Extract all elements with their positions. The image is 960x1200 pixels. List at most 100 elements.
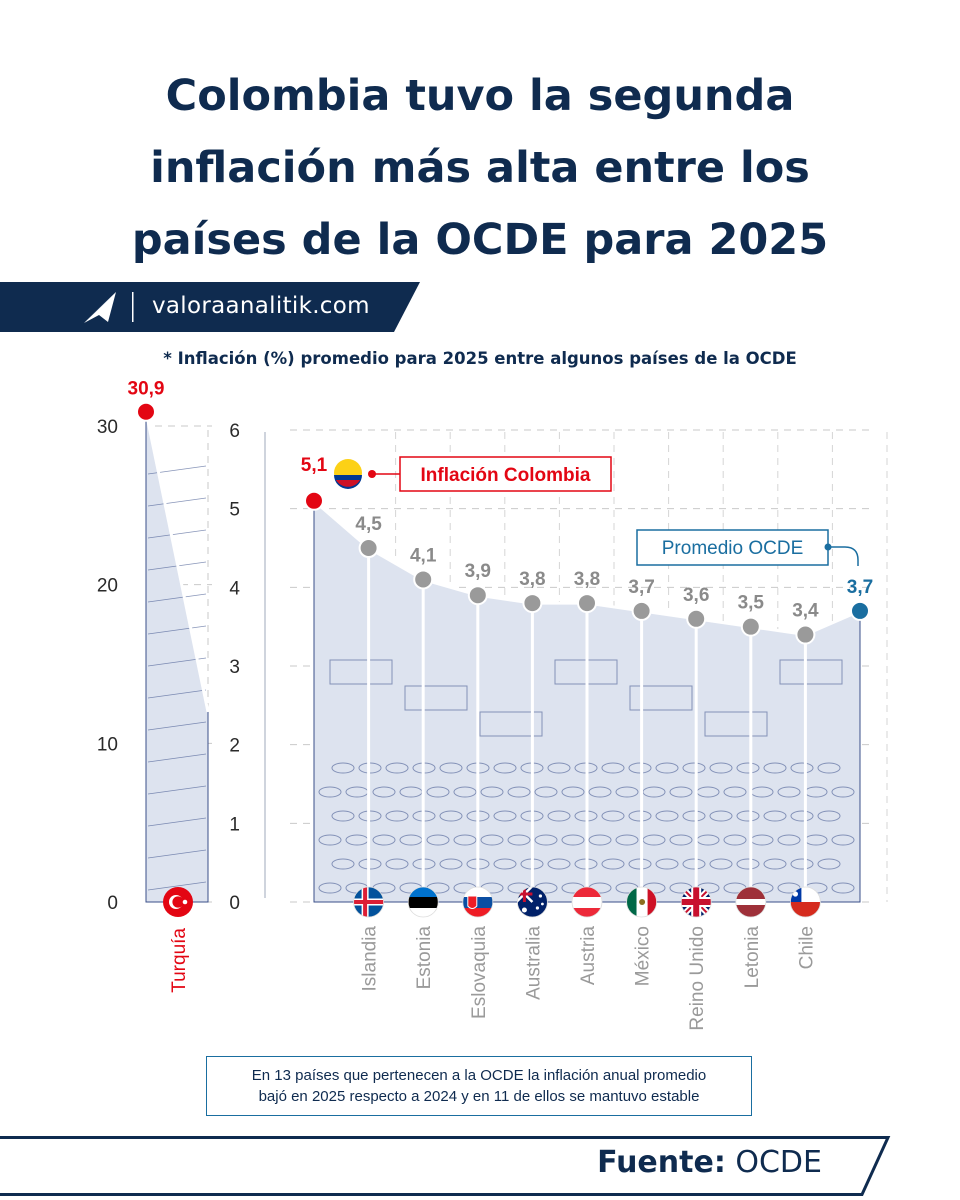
- coin-sketch: [439, 762, 463, 774]
- flag-stripe: [572, 908, 602, 917]
- left-series-line: [144, 411, 210, 713]
- main-data-label: 3,5: [738, 593, 765, 614]
- main-data-label: 3,9: [465, 561, 491, 582]
- main-x-category-label: Reino Unido: [687, 926, 708, 1031]
- coin-sketch: [561, 786, 585, 798]
- coin-sketch: [480, 834, 504, 846]
- main-x-category-label: Australia: [523, 926, 544, 1000]
- main-point: [467, 585, 488, 606]
- valora-paper-plane-icon: [84, 292, 116, 323]
- left-point: [136, 401, 156, 422]
- main-data-label: 3,7: [847, 577, 873, 598]
- flag-stripe: [626, 887, 637, 917]
- left-area-hatch: [147, 721, 207, 731]
- flag-star: [541, 902, 544, 906]
- flag-stripe: [408, 908, 439, 917]
- main-point: [850, 600, 870, 621]
- main-panel: 0 1 2 3 4 5 6 5,1 4,5 4,1 3,9 3,8 3,8 3,7 3,6 3,5 3,4 3,7…: [229, 421, 888, 1031]
- flag-cross: [681, 899, 712, 905]
- left-data-label: 30,9: [128, 379, 165, 400]
- coin-sketch: [601, 858, 625, 870]
- coin-sketch: [655, 762, 679, 774]
- coin-sketch: [831, 786, 855, 798]
- flag-cross: [353, 900, 384, 904]
- flag-emblem: [467, 895, 478, 909]
- title-line: países de la OCDE para 2025: [131, 215, 829, 265]
- main-data-label: 3,8: [519, 569, 545, 590]
- coin-sketch: [493, 858, 517, 870]
- coin-sketch: [682, 810, 706, 822]
- main-data-label: 3,6: [683, 585, 709, 606]
- title-line: Colombia tuvo la segunda: [165, 71, 795, 121]
- main-point: [358, 538, 379, 558]
- coin-sketch: [682, 858, 706, 870]
- brand-site[interactable]: valoraanalitik.com: [152, 293, 370, 319]
- coin-sketch: [453, 786, 477, 798]
- brand-bar: [0, 282, 420, 332]
- mexico-flag-icon: [626, 886, 657, 918]
- coin-sketch: [736, 858, 760, 870]
- colombia-annotation-label: Inflación Colombia: [421, 465, 591, 486]
- main-point: [740, 616, 761, 637]
- main-data-label: 5,1: [301, 455, 328, 476]
- flag-stripe: [647, 887, 657, 917]
- chile-flag-icon: [790, 886, 821, 918]
- bar-sketch: [479, 711, 543, 737]
- coin-sketch: [628, 858, 652, 870]
- colombia-annotation: Inflación Colombia: [334, 456, 612, 492]
- coin-sketch: [817, 858, 841, 870]
- left-y-tick-label: 0: [107, 893, 118, 914]
- coin-sketch: [534, 834, 558, 846]
- bar-sketch: [329, 659, 393, 685]
- flag-field: [735, 887, 766, 917]
- flag-stripe: [735, 899, 766, 905]
- flag-border: [680, 886, 712, 918]
- coin-sketch: [372, 834, 396, 846]
- coin-sketch: [817, 762, 841, 774]
- flag-border: [353, 886, 385, 918]
- left-y-tick-label: 20: [97, 576, 118, 597]
- latvia-flag-icon: [735, 886, 767, 918]
- main-y-tick-label: 1: [229, 814, 240, 835]
- coin-sketch: [318, 786, 342, 798]
- flag-star: [535, 906, 539, 910]
- turkey-flag-icon: [163, 887, 193, 917]
- coin-sketch: [493, 810, 517, 822]
- coin-sketch: [817, 810, 841, 822]
- inflation-chart: 0 10 20 30 30,9 Turquía 0 1 2 3 4 5 6 5,1 4,5 4,1 3,9 3,8…: [97, 379, 888, 1031]
- main-y-tick-label: 0: [229, 893, 240, 914]
- left-area-hatch: [147, 625, 207, 635]
- coin-sketch: [615, 834, 639, 846]
- left-area-hatch: [147, 689, 207, 699]
- coin-sketch: [331, 810, 355, 822]
- left-area-hatch: [147, 529, 207, 539]
- main-data-label: 3,4: [792, 601, 819, 622]
- flag-star: [521, 907, 527, 913]
- bar-sketch: [704, 711, 768, 737]
- main-point: [686, 608, 707, 629]
- main-data-label: 4,5: [355, 514, 382, 535]
- left-y-tick-label: 30: [97, 417, 118, 438]
- colombia-flag-red: [336, 480, 360, 487]
- left-area-hatch: [147, 785, 207, 795]
- main-point: [631, 600, 652, 621]
- coin-sketch: [385, 762, 409, 774]
- note-line: En 13 países que pertenecen a la OCDE la…: [251, 1067, 707, 1084]
- coin-sketch: [318, 882, 342, 894]
- coin-sketch: [669, 834, 693, 846]
- flag-border: [790, 886, 821, 918]
- coin-sketch: [628, 810, 652, 822]
- oecd-average-annotation: Promedio OCDE: [636, 529, 859, 566]
- coin-sketch: [790, 810, 814, 822]
- bar-sketch: [779, 659, 843, 685]
- coin-sketch: [655, 810, 679, 822]
- main-y-tick-label: 6: [229, 421, 240, 442]
- coin-sketch: [709, 858, 733, 870]
- flag-cross: [517, 892, 533, 896]
- left-area-hatch: [147, 753, 207, 763]
- flag-field: [353, 887, 384, 917]
- coin-sketch: [480, 786, 504, 798]
- flag-field: [790, 887, 821, 917]
- coin-sketch: [831, 834, 855, 846]
- left-y-tick-label: 10: [97, 734, 118, 755]
